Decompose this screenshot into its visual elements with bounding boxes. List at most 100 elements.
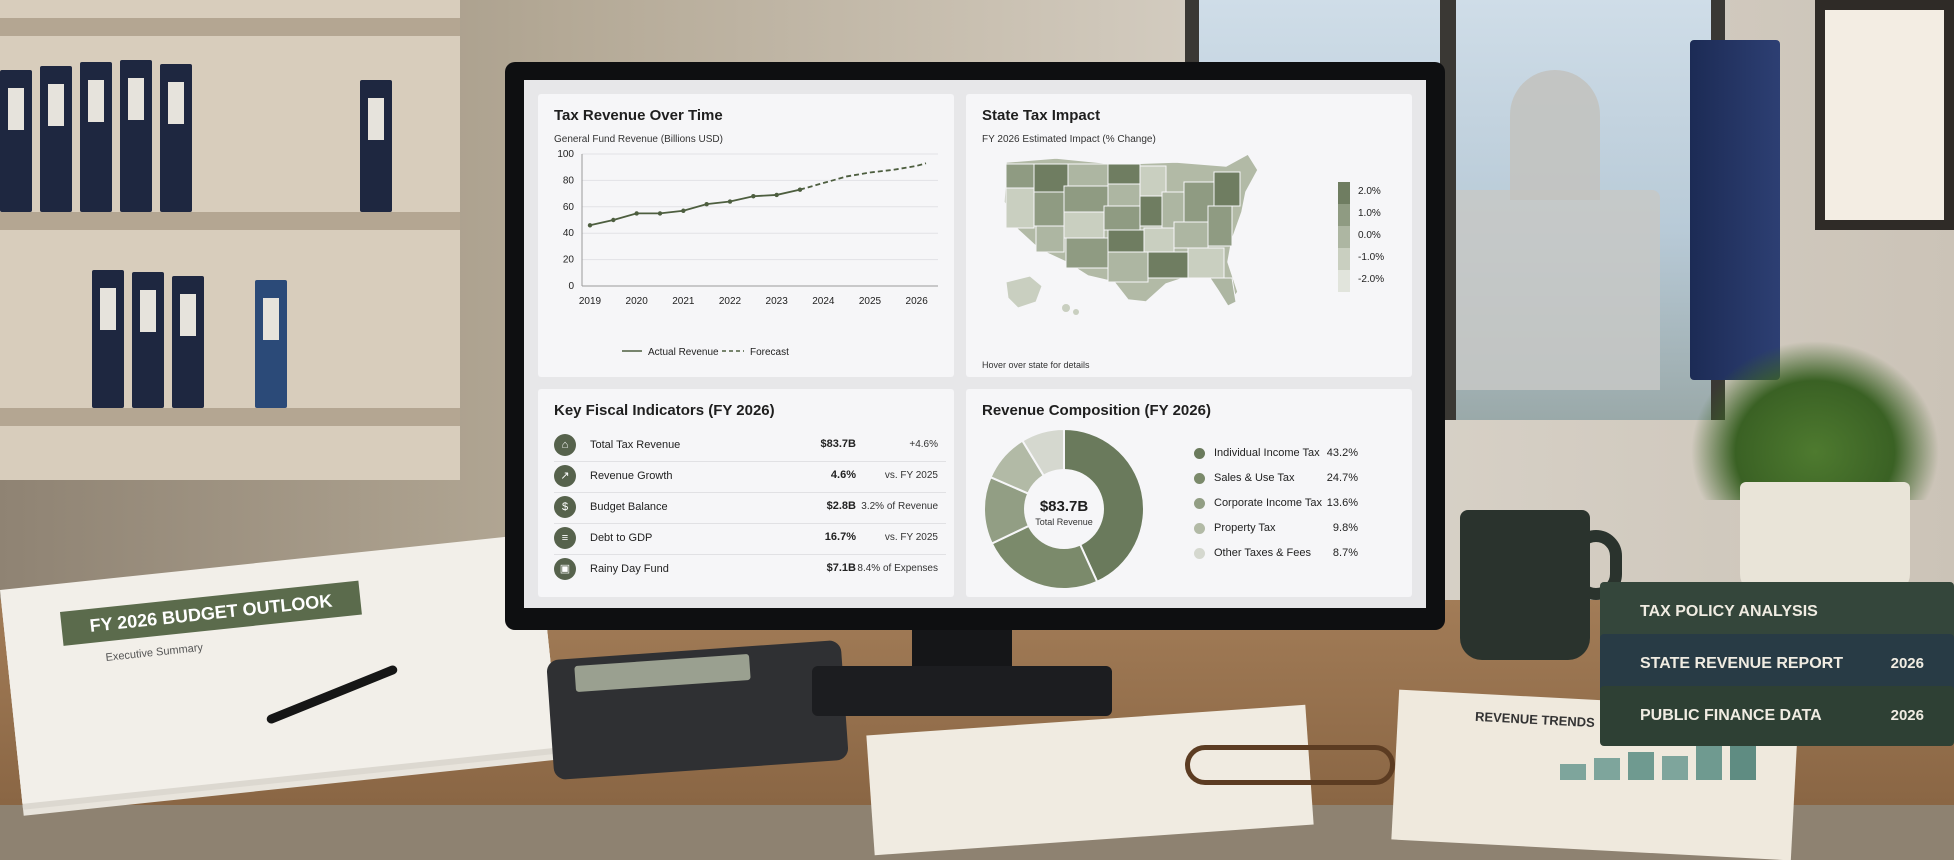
legend-dot — [1194, 498, 1205, 509]
state-region[interactable] — [1143, 227, 1175, 253]
state-region[interactable] — [1107, 251, 1149, 283]
legend-forecast-label: Forecast — [750, 347, 789, 358]
legend-percent: 24.7% — [1326, 472, 1358, 484]
binder — [80, 62, 112, 212]
kpi-value: $2.8B — [826, 500, 856, 512]
plant-leaves — [1690, 340, 1940, 500]
state-region[interactable] — [1147, 251, 1189, 279]
book-year: 2026 — [1890, 707, 1924, 724]
map-legend-swatch — [1338, 226, 1350, 248]
eyeglasses — [1185, 745, 1395, 785]
growth-chart-icon: ↗ — [554, 465, 576, 487]
x-tick-label: 2021 — [672, 296, 695, 307]
data-point — [704, 201, 709, 207]
kpi-label: Rainy Day Fund — [590, 563, 669, 575]
binder — [0, 70, 32, 212]
state-region[interactable] — [1005, 163, 1035, 189]
data-point — [774, 192, 779, 198]
x-tick-label: 2019 — [579, 296, 602, 307]
map-legend-label: 1.0% — [1358, 208, 1381, 219]
state-region[interactable] — [1033, 163, 1069, 193]
book-year: 2026 — [1890, 655, 1924, 672]
state-region[interactable] — [1107, 163, 1141, 185]
map-legend-swatch — [1338, 248, 1350, 270]
map-legend-swatch — [1338, 204, 1350, 226]
x-tick-label: 2023 — [766, 296, 789, 307]
chart-series — [587, 162, 927, 228]
binder — [120, 60, 152, 212]
state-region[interactable] — [1065, 237, 1109, 269]
map-legend-label: -2.0% — [1358, 274, 1385, 285]
y-tick-label: 20 — [563, 255, 575, 266]
shelf-board — [0, 408, 460, 426]
state-region[interactable] — [1035, 225, 1065, 253]
donut-center-value: $83.7B — [1040, 498, 1089, 515]
state-region[interactable] — [1173, 221, 1209, 249]
y-tick-label: 40 — [563, 228, 575, 239]
x-tick-label: 2020 — [626, 296, 649, 307]
kpi-label: Budget Balance — [590, 501, 668, 513]
kpi-label: Revenue Growth — [590, 470, 673, 482]
state-region[interactable] — [1107, 183, 1141, 207]
y-tick-label: 60 — [563, 202, 575, 213]
binder — [360, 80, 392, 212]
legend-label: Individual Income Tax — [1214, 447, 1320, 459]
legend-dot — [1194, 523, 1205, 534]
map-legend-swatch — [1338, 182, 1350, 204]
report-bar-graphic — [1560, 742, 1756, 780]
state-region[interactable] — [1103, 205, 1141, 231]
legend-actual-label: Actual Revenue — [648, 347, 719, 358]
us-choropleth-map[interactable] — [996, 152, 1296, 320]
chart-y-ticks: 0 20 40 60 80 100 — [557, 149, 574, 292]
donut-center-label: Total Revenue — [1035, 517, 1093, 527]
state-region[interactable] — [1187, 247, 1225, 279]
kpi-label: Total Tax Revenue — [590, 439, 681, 451]
state-flag — [1690, 40, 1780, 380]
revenue-chart-panel: Tax Revenue Over Time General Fund Reven… — [538, 94, 954, 377]
state-region-alaska[interactable] — [1005, 275, 1043, 309]
state-region[interactable] — [1033, 191, 1065, 227]
donut-legend-row: Corporate Income Tax 13.6% — [1194, 495, 1394, 513]
capitol-building — [1440, 190, 1660, 390]
state-region[interactable] — [1063, 211, 1105, 239]
data-point — [681, 208, 686, 213]
y-tick-label: 80 — [563, 175, 575, 186]
dashboard-screen: Tax Revenue Over Time General Fund Reven… — [524, 80, 1426, 608]
kpi-value: 16.7% — [824, 531, 856, 543]
y-tick-label: 100 — [557, 149, 574, 160]
state-region-florida[interactable] — [1209, 277, 1237, 307]
binder — [172, 276, 204, 408]
legend-label: Property Tax — [1214, 522, 1276, 534]
legend-dot — [1194, 548, 1205, 559]
series-line-actual — [589, 188, 801, 227]
bank-icon: ⌂ — [554, 434, 576, 456]
legend-percent: 13.6% — [1326, 497, 1358, 509]
wall-picture-frame — [1815, 0, 1954, 230]
shelf-board — [0, 212, 460, 230]
debt-icon: ≡ — [554, 527, 576, 549]
revenue-line-chart: 0 20 40 60 80 100 2019 2020 2021 2022 2023 2024 202… — [557, 149, 938, 358]
book-public-finance: PUBLIC FINANCE DATA 2026 — [1600, 686, 1954, 746]
state-region[interactable] — [1139, 195, 1163, 227]
state-region[interactable] — [1005, 187, 1035, 229]
state-region-hawaii[interactable] — [1062, 304, 1070, 312]
composition-panel: Revenue Composition (FY 2026) $83.7B Tot… — [966, 389, 1412, 597]
revenue-chart-subtitle: General Fund Revenue (Billions USD) — [554, 134, 723, 145]
legend-label: Corporate Income Tax — [1214, 497, 1323, 509]
state-region[interactable] — [1107, 229, 1145, 253]
legend-percent: 9.8% — [1332, 522, 1358, 534]
state-region[interactable] — [1207, 205, 1233, 247]
binder — [40, 66, 72, 212]
map-title: State Tax Impact — [982, 107, 1101, 124]
state-region[interactable] — [1213, 171, 1241, 207]
state-region-hawaii[interactable] — [1073, 309, 1079, 315]
state-region[interactable] — [1067, 163, 1109, 187]
kpi-label: Debt to GDP — [590, 532, 653, 544]
state-region[interactable] — [1063, 185, 1109, 213]
kpi-value: 4.6% — [830, 469, 856, 481]
plant-pot — [1740, 482, 1910, 594]
legend-label: Other Taxes & Fees — [1214, 547, 1312, 559]
book-state-revenue: STATE REVENUE REPORT 2026 — [1600, 634, 1954, 694]
binder — [132, 272, 164, 408]
donut-legend-row: Sales & Use Tax 24.7% — [1194, 470, 1394, 488]
